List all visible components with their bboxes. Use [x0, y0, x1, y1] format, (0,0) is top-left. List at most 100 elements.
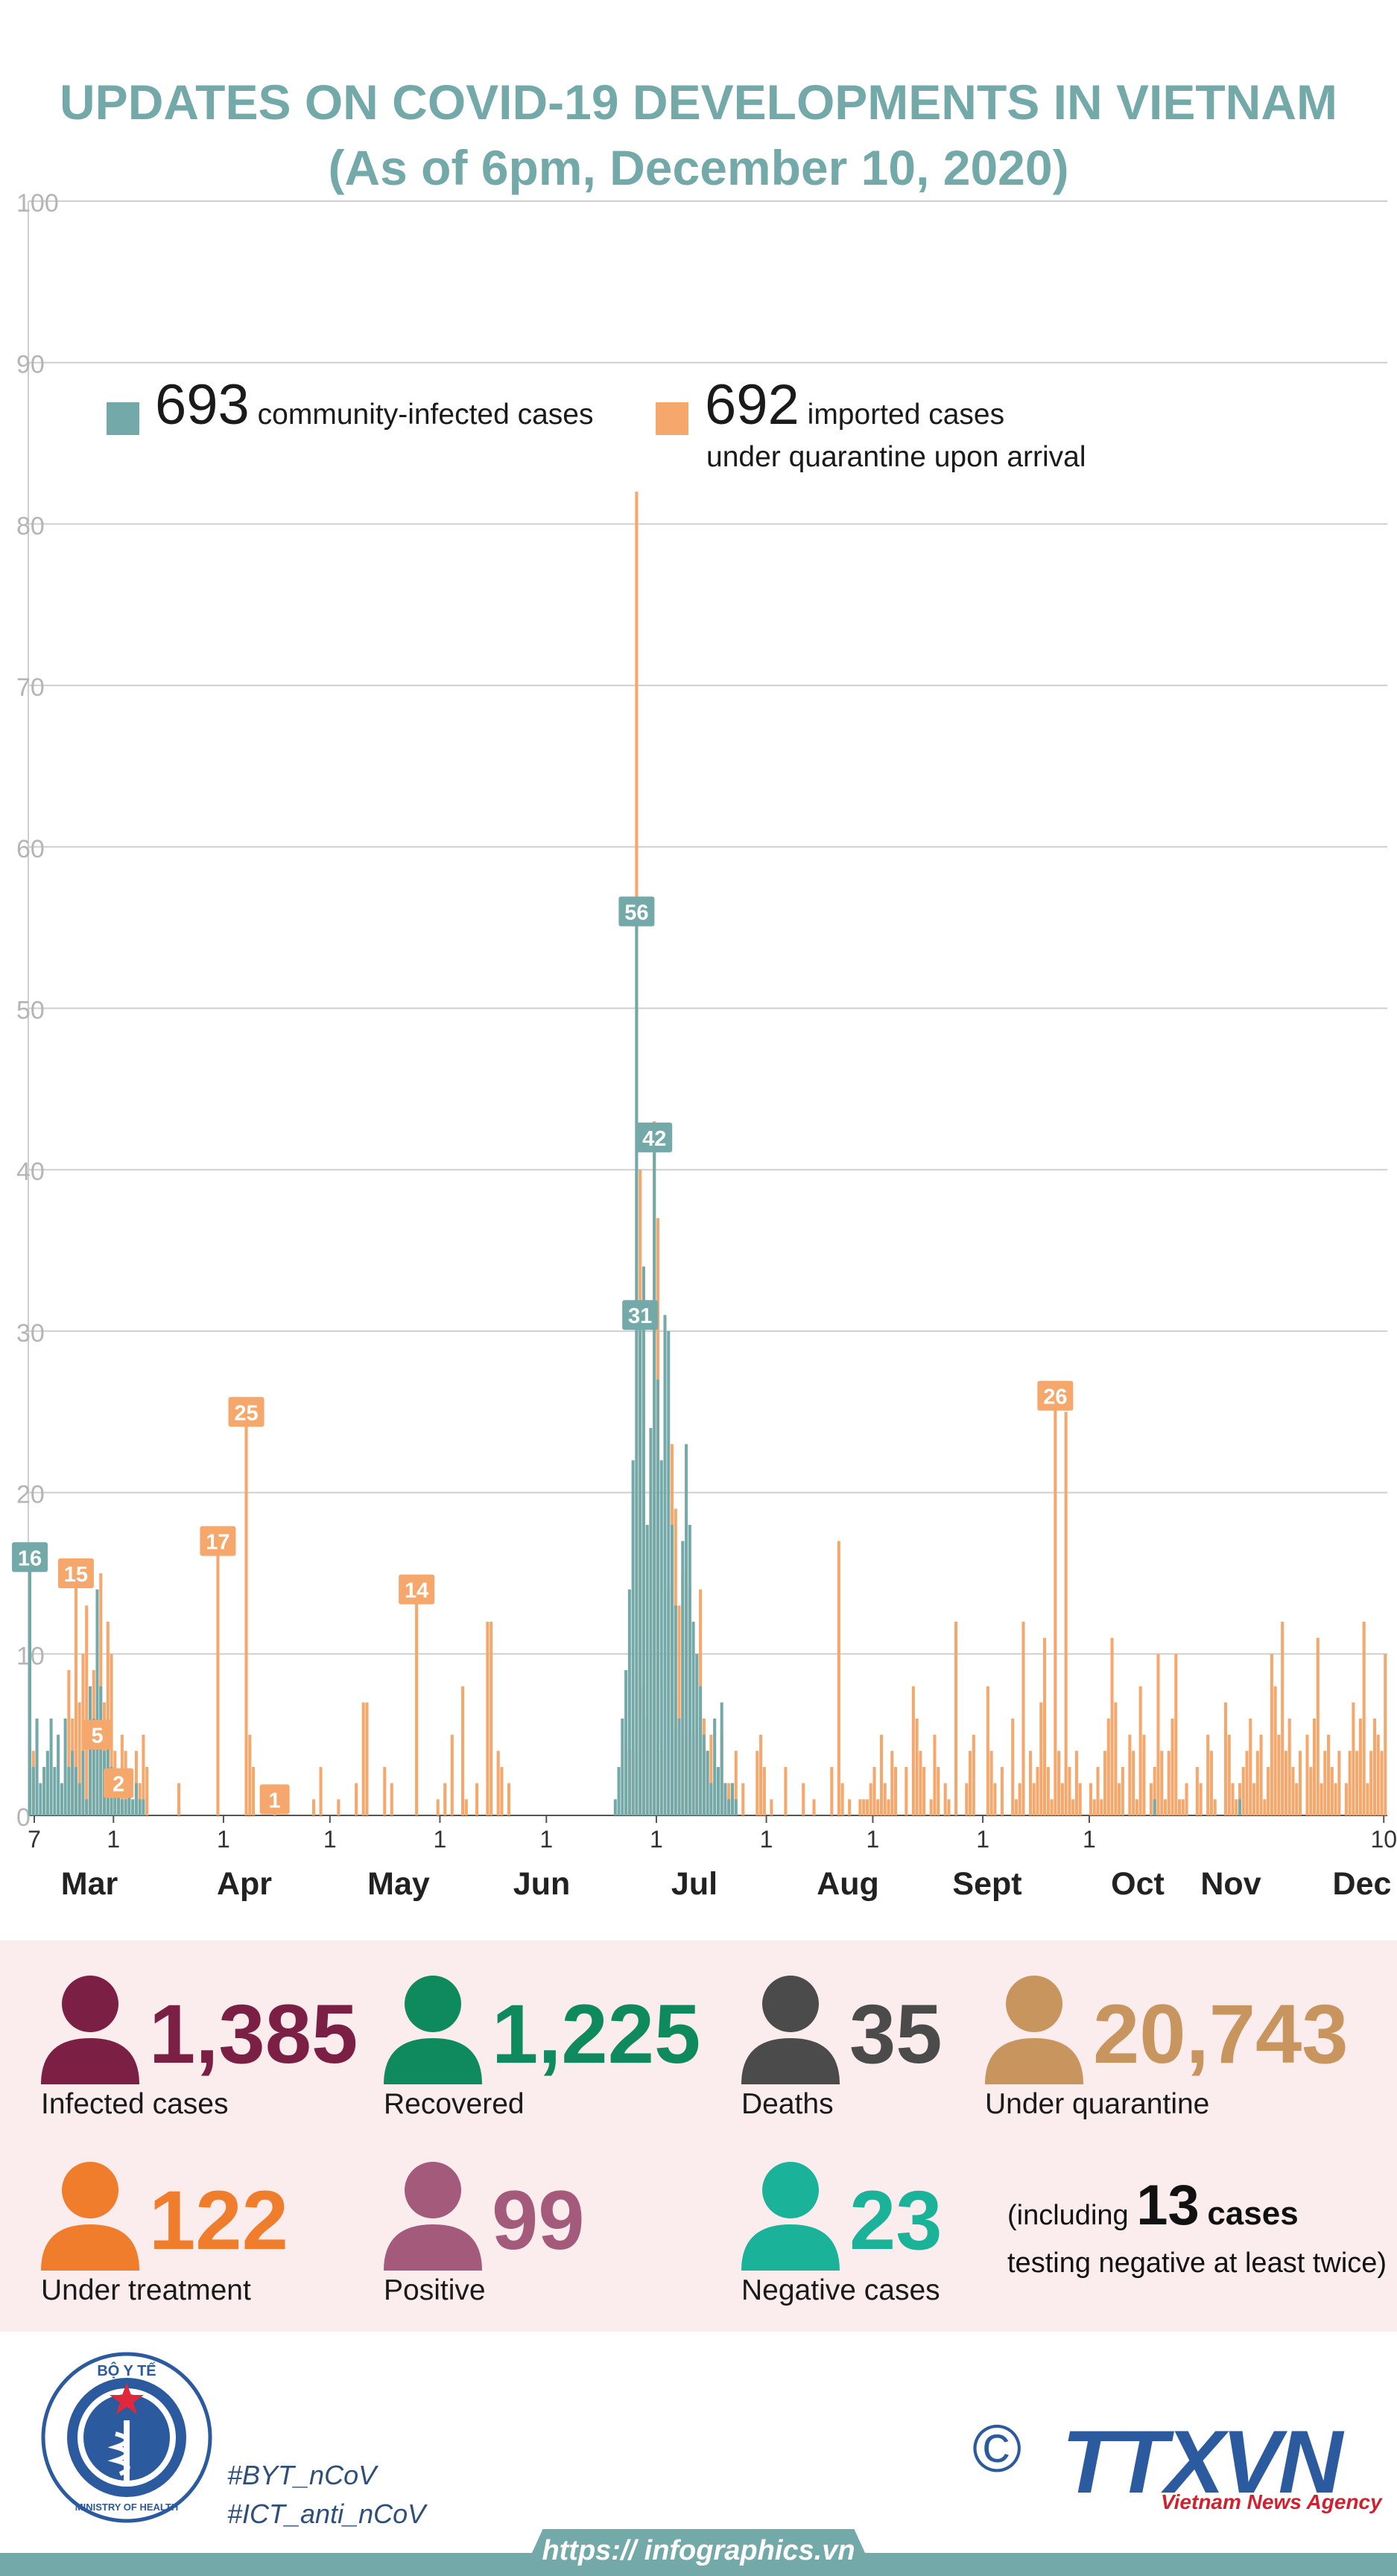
note-suffix: testing negative at least twice)	[1007, 2247, 1387, 2279]
data-label-box	[1037, 1380, 1074, 1411]
imported-bar	[1298, 1751, 1302, 1815]
y-tick-label: 40	[16, 1158, 45, 1186]
data-label-box	[618, 896, 655, 927]
imported-bar	[802, 1783, 805, 1815]
community-bar	[120, 1799, 124, 1815]
stat-infected-value: 1,385	[149, 1987, 358, 2081]
imported-bar	[1050, 1799, 1054, 1815]
imported-bar	[1174, 1654, 1178, 1815]
x-tick-label: 1	[760, 1826, 773, 1853]
imported-bar	[1185, 1783, 1188, 1815]
stat-recovered-label: Recovered	[384, 2088, 525, 2120]
imported-bar	[1209, 1751, 1213, 1815]
imported-bar	[1267, 1766, 1270, 1815]
imported-bar	[1000, 1766, 1004, 1815]
imported-bar	[436, 1799, 440, 1815]
community-bar	[1238, 1799, 1242, 1815]
imported-bar	[365, 1702, 369, 1815]
community-bar	[720, 1702, 723, 1815]
imported-bar	[490, 1621, 493, 1815]
y-tick-label: 60	[16, 835, 45, 863]
month-label: Dec	[1332, 1866, 1392, 1902]
community-bar	[624, 1669, 628, 1815]
imported-bar	[1255, 1751, 1259, 1815]
imported-bar	[1334, 1783, 1337, 1815]
community-bar	[685, 1444, 688, 1815]
x-tick-label: 7	[28, 1826, 41, 1853]
community-bar	[688, 1524, 691, 1815]
y-tick-label: 100	[16, 189, 59, 218]
y-tick-label: 90	[16, 351, 45, 379]
month-label: Nov	[1200, 1866, 1261, 1902]
imported-bar	[879, 1734, 884, 1815]
person-icon	[41, 1976, 139, 2084]
imported-bar	[1263, 1799, 1267, 1815]
imported-bar	[887, 1799, 890, 1815]
imported-bar	[486, 1621, 490, 1815]
data-label-box	[636, 1122, 673, 1152]
y-tick-label: 80	[16, 512, 45, 540]
imported-bar	[883, 1783, 887, 1815]
imported-bar	[1312, 1718, 1317, 1815]
community-bar	[709, 1783, 713, 1815]
legend-imported-label2: under quarantine upon arrival	[706, 441, 1086, 473]
data-label: 25	[234, 1401, 258, 1425]
legend-community-label: community-infected cases	[257, 399, 594, 431]
note-prefix: (including	[1007, 2200, 1129, 2231]
legend-imported-label: imported cases	[807, 399, 1005, 431]
website-link[interactable]: https:// infographics.vn	[542, 2535, 855, 2566]
page-title: UPDATES ON COVID-19 DEVELOPMENTS IN VIET…	[60, 74, 1337, 130]
imported-bar	[1128, 1734, 1132, 1815]
imported-bar	[1149, 1783, 1153, 1815]
imported-bar	[965, 1783, 969, 1815]
data-label-box	[82, 1719, 113, 1750]
imported-bar	[1156, 1654, 1160, 1815]
imported-bar	[450, 1734, 454, 1815]
imported-bar	[85, 1605, 89, 1815]
imported-bar	[937, 1766, 940, 1815]
imported-bar	[1309, 1766, 1313, 1815]
community-bar	[681, 1541, 685, 1815]
x-tick-label: 1	[867, 1826, 880, 1853]
community-bar	[727, 1799, 731, 1815]
stat-recovered-value: 1,225	[492, 1987, 701, 2081]
imported-bar	[1121, 1766, 1124, 1815]
imported-bar	[390, 1783, 393, 1815]
imported-bar	[1366, 1783, 1369, 1815]
community-bar	[699, 1686, 703, 1815]
legend-community-swatch	[107, 402, 139, 435]
imported-bar	[1252, 1783, 1256, 1815]
community-bar	[53, 1766, 57, 1815]
imported-bar	[1078, 1783, 1082, 1815]
person-icon	[741, 1976, 840, 2084]
imported-bar	[865, 1799, 869, 1815]
imported-bar	[361, 1702, 365, 1815]
stat-infected-label: Infected cases	[41, 2088, 229, 2120]
data-label: 31	[628, 1304, 652, 1328]
imported-bar	[1160, 1751, 1164, 1815]
community-bar	[74, 1766, 77, 1815]
imported-bar	[415, 1589, 419, 1815]
community-bar	[645, 1524, 649, 1815]
month-label: Apr	[216, 1866, 273, 1902]
data-label-box	[259, 1784, 290, 1815]
imported-bar	[383, 1766, 387, 1815]
imported-bar	[1206, 1734, 1210, 1815]
imported-bar	[1358, 1718, 1362, 1815]
community-bar	[134, 1783, 138, 1815]
imported-bar	[67, 1669, 71, 1815]
community-bar	[670, 1524, 674, 1815]
imported-bar	[759, 1734, 763, 1815]
hashtags: #BYT_nCoV #ICT_anti_nCoV	[227, 2456, 425, 2534]
imported-bar	[1337, 1751, 1341, 1815]
imported-bar	[1277, 1734, 1281, 1815]
imported-bar	[1223, 1702, 1227, 1815]
community-bar	[667, 1330, 671, 1815]
imported-bars	[31, 492, 1387, 1815]
community-bar	[92, 1718, 95, 1815]
legend-imported: 692 imported cases	[705, 372, 1004, 437]
stat-negative-label: Negative cases	[741, 2274, 940, 2306]
legend-imported-swatch	[656, 402, 688, 435]
data-label: 5	[91, 1725, 103, 1748]
y-tick-label: 70	[16, 673, 45, 702]
